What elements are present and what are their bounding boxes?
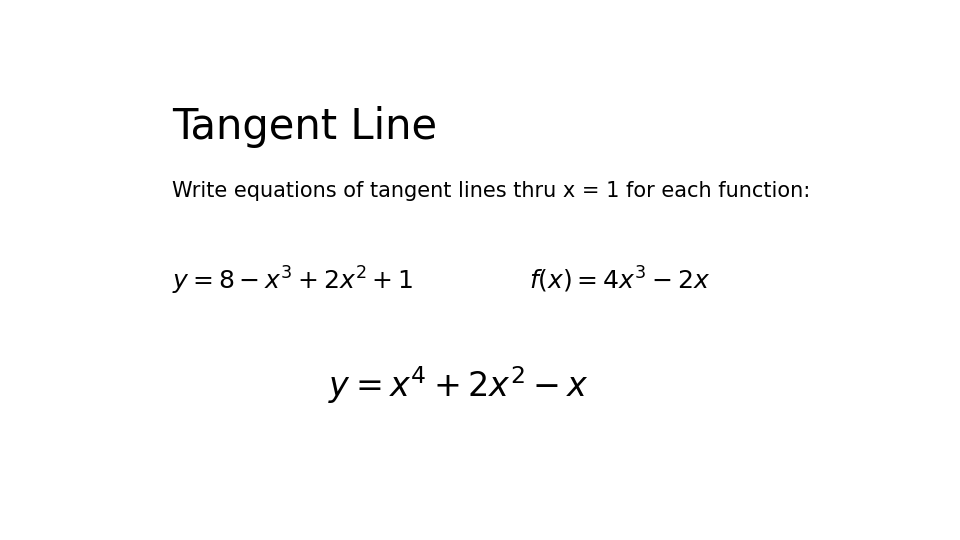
Text: $y = 8 - x^3 + 2x^2 + 1$: $y = 8 - x^3 + 2x^2 + 1$ (172, 265, 413, 296)
Text: Write equations of tangent lines thru x = 1 for each function:: Write equations of tangent lines thru x … (172, 181, 810, 201)
Text: $y = x^4 + 2x^2 - x$: $y = x^4 + 2x^2 - x$ (328, 364, 589, 406)
Text: $f(x) = 4x^3 - 2x$: $f(x) = 4x^3 - 2x$ (529, 265, 710, 295)
Text: Tangent Line: Tangent Line (172, 106, 437, 148)
